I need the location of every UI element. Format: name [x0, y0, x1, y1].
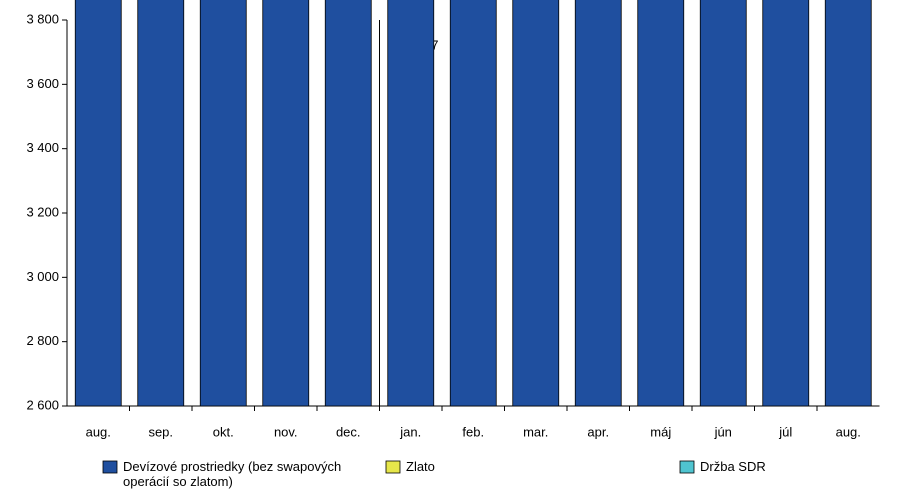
legend-entry: Držba SDR: [700, 459, 766, 474]
bar-segment: [449, 0, 497, 407]
x-tick-label: máj: [650, 424, 671, 439]
legend-label: Devízové prostriedky (bez swapových oper…: [123, 459, 342, 489]
legend-entry: Devízové prostriedky (bez swapových oper…: [123, 459, 342, 489]
x-tick-label: nov.: [274, 424, 298, 439]
bar-segment: [74, 0, 122, 407]
bar-segment: [512, 0, 560, 407]
y-tick-label: 3 600: [26, 76, 59, 91]
x-tick-label: jún: [714, 424, 732, 439]
y-tick-label: 2 600: [26, 397, 59, 412]
legend-label: Zlato: [406, 459, 435, 474]
bar-segment: [699, 0, 747, 407]
x-tick-label: feb.: [462, 424, 484, 439]
x-tick-label: mar.: [523, 424, 548, 439]
x-tick-label: okt.: [213, 424, 234, 439]
legend-swatch: [102, 460, 118, 474]
bar-segment: [324, 0, 372, 407]
y-tick-label: 3 800: [26, 11, 59, 26]
legend-entry: Zlato: [406, 459, 435, 474]
x-tick-label: júl: [778, 424, 792, 439]
legend-swatch: [385, 460, 401, 474]
bar-segment: [137, 0, 185, 407]
x-tick-label: jan.: [399, 424, 421, 439]
legend-swatch: [679, 460, 695, 474]
x-tick-label: apr.: [587, 424, 609, 439]
bar-segment: [262, 0, 310, 407]
y-tick-label: 3 200: [26, 204, 59, 219]
y-tick-label: 2 800: [26, 333, 59, 348]
x-tick-label: dec.: [336, 424, 361, 439]
x-tick-label: aug.: [86, 424, 111, 439]
bar-segment: [762, 0, 810, 407]
bar-segment: [637, 0, 685, 407]
bar-segment: [387, 0, 435, 407]
x-tick-label: aug.: [836, 424, 861, 439]
y-tick-label: 3 000: [26, 269, 59, 284]
x-tick-label: sep.: [148, 424, 173, 439]
bar-segment: [199, 0, 247, 407]
bar-segment: [574, 0, 622, 407]
bar-segment: [824, 0, 872, 407]
legend-label: Držba SDR: [700, 459, 766, 474]
y-tick-label: 3 400: [26, 140, 59, 155]
